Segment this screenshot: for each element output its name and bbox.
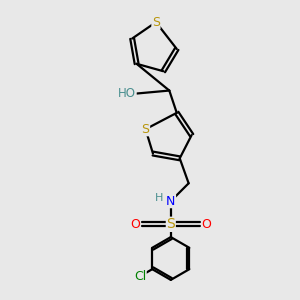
Text: O: O: [130, 218, 140, 231]
Text: N: N: [166, 195, 176, 208]
Text: H: H: [155, 193, 164, 203]
Text: Cl: Cl: [134, 269, 146, 283]
Text: S: S: [167, 217, 175, 231]
Text: S: S: [152, 16, 160, 29]
Text: HO: HO: [118, 87, 136, 100]
Text: O: O: [202, 218, 212, 231]
Text: S: S: [142, 123, 149, 136]
